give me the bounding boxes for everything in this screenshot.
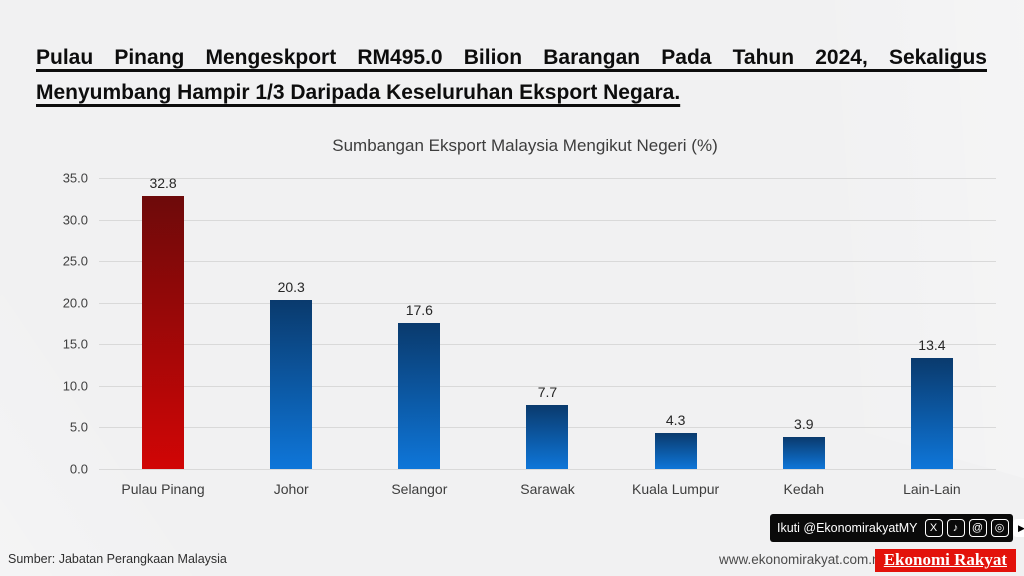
social-bar: Ikuti @EkonomirakyatMY X♪@◎▶◀: [770, 514, 1024, 542]
y-tick-label: 20.0: [62, 295, 88, 311]
website-url: www.ekonomirakyat.com.my: [718, 552, 890, 567]
y-tick-label: 15.0: [62, 336, 88, 352]
gridline: [99, 469, 996, 470]
bar-slot: 32.8 Pulau Pinang: [99, 175, 227, 497]
bar: [398, 322, 441, 469]
y-tick-label: 25.0: [62, 253, 88, 269]
y-tick-label: 5.0: [69, 419, 88, 435]
gridline: [99, 219, 996, 221]
value-label: 7.7: [537, 383, 558, 400]
threads-icon[interactable]: @: [968, 519, 987, 537]
x-tick-label: Sarawak: [520, 481, 575, 497]
bar: [270, 300, 313, 469]
x-tick-label: Kuala Lumpur: [632, 481, 720, 497]
y-tick-label: 35.0: [62, 170, 88, 186]
value-label: 13.4: [918, 336, 946, 353]
bar: [782, 436, 825, 469]
youtube-icon[interactable]: ▶: [1012, 519, 1024, 537]
value-label: 32.8: [149, 175, 177, 192]
value-label: 4.3: [665, 412, 686, 429]
gridline: [99, 385, 996, 387]
brand-logo: Ekonomi Rakyat: [874, 549, 1016, 572]
headline: Pulau Pinang Mengeskport RM495.0 Bilion …: [36, 40, 987, 110]
gridline: [99, 344, 996, 346]
gridline: [99, 178, 996, 179]
bar-slot: 17.6 Selangor: [355, 178, 483, 497]
bar-slot: 20.3 Johor: [227, 178, 355, 497]
bar-slot: 7.7 Sarawak: [483, 178, 611, 497]
bar-slot: 3.9 Kedah: [740, 178, 868, 497]
value-label: 20.3: [277, 279, 305, 296]
y-tick-label: 10.0: [62, 378, 88, 394]
x-tick-label: Selangor: [391, 481, 448, 497]
x-tick-label: Lain-Lain: [903, 481, 961, 497]
bar: [654, 433, 697, 469]
bar: [910, 357, 953, 469]
value-label: 3.9: [794, 415, 814, 432]
bar-slot: 4.3 Kuala Lumpur: [612, 178, 740, 497]
bar: [142, 196, 185, 469]
x-tick-label: Johor: [273, 481, 309, 497]
social-follow-label: Ikuti @EkonomirakyatMY: [777, 521, 918, 535]
x-twitter-icon[interactable]: X: [924, 519, 943, 537]
bar: [526, 404, 569, 469]
x-tick-label: Kedah: [783, 481, 825, 497]
y-axis: 0.0 5.0 10.0 15.0 20.0 25.0 30.0 35.0: [0, 171, 88, 477]
y-tick-label: 0.0: [69, 461, 88, 477]
headline-line-1: Pulau Pinang Mengeskport RM495.0 Bilion …: [36, 46, 987, 69]
instagram-icon[interactable]: ◎: [990, 519, 1009, 537]
bar-slot: 13.4 Lain-Lain: [868, 178, 996, 497]
gridline: [99, 302, 996, 304]
bar-slots: 32.8 Pulau Pinang 20.3 Johor 17.6 Selangor 7.7…: [99, 175, 996, 497]
gridline: [99, 261, 996, 263]
source-note: Sumber: Jabatan Perangkaan Malaysia: [8, 552, 227, 566]
x-tick-label: Pulau Pinang: [121, 481, 205, 497]
chart-title: Sumbangan Eksport Malaysia Mengikut Nege…: [332, 136, 718, 155]
value-label: 17.6: [405, 301, 433, 318]
y-tick-label: 30.0: [62, 212, 88, 228]
plot-area: 32.8 Pulau Pinang 20.3 Johor 17.6 Selangor 7.7…: [99, 175, 996, 497]
headline-line-2: Menyumbang Hampir 1/3 Daripada Keseluruh…: [36, 81, 681, 104]
tiktok-icon[interactable]: ♪: [946, 519, 965, 537]
